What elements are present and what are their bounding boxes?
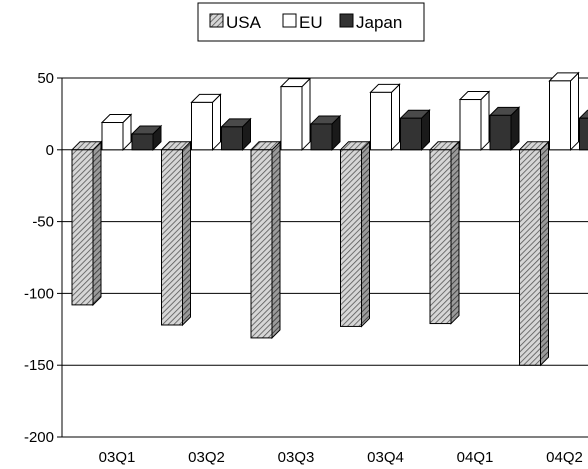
y-tick-label: -100 [24, 285, 54, 302]
y-tick-label: 0 [46, 142, 54, 159]
bar-side-face [182, 140, 191, 327]
bar-front-face [549, 80, 571, 151]
bar-side-face [271, 140, 281, 340]
bar-eu-03Q1 [100, 113, 133, 152]
x-tick-label: 04Q2 [546, 449, 583, 466]
bar-front-face [310, 123, 333, 151]
bar-side-face [570, 71, 579, 152]
bar-side-face [212, 93, 221, 152]
bar-side-face [540, 140, 549, 367]
bar-front-face [519, 149, 541, 366]
bar-eu-03Q2 [190, 93, 222, 152]
bar-front-face [191, 101, 213, 151]
bar-japan-03Q1 [130, 124, 163, 152]
y-tick-label: -150 [24, 357, 54, 374]
bar-front-face [459, 99, 482, 151]
axes [57, 77, 588, 438]
x-tick-label: 04Q1 [457, 449, 494, 466]
y-tick-label: -200 [24, 429, 54, 446]
bar-usa-03Q3 [249, 140, 282, 340]
bar-usa-03Q4 [339, 140, 371, 328]
bar-usa-04Q2 [518, 140, 550, 367]
bar-side-face [301, 77, 311, 152]
bar-eu-03Q3 [279, 77, 312, 152]
bar-side-face [480, 90, 490, 152]
bar-side-face [361, 140, 370, 328]
bar-front-face [489, 114, 512, 151]
legend-label-japan: Japan [356, 13, 402, 32]
bar-side-face [450, 140, 460, 325]
bar-side-face [391, 83, 400, 152]
bar-front-face [161, 149, 183, 326]
legend: USA EU Japan [197, 2, 425, 42]
bar-front-face [221, 126, 243, 151]
bar-top-face [578, 109, 588, 119]
y-tick-label: 50 [37, 70, 54, 87]
bar-front-face [101, 122, 124, 151]
bar-japan-03Q3 [309, 114, 342, 152]
bar-front-face [429, 149, 452, 325]
legend-swatch-usa [209, 13, 224, 28]
bar-front-face [250, 149, 273, 339]
bar-japan-04Q1 [488, 106, 521, 152]
bar-front-face [340, 149, 362, 327]
bar-japan-04Q2 [578, 109, 588, 151]
legend-label-eu: EU [299, 13, 323, 32]
legend-swatch-eu [282, 13, 297, 28]
bar-front-face [579, 117, 588, 151]
bar-front-face [370, 91, 392, 151]
bar-front-face [131, 133, 154, 151]
y-tick-labels: 50 0 -50 -100 -150 -200 [24, 70, 54, 446]
bar-eu-03Q4 [369, 83, 401, 152]
legend-box [197, 2, 425, 42]
x-tick-label: 03Q4 [367, 449, 404, 466]
bar-front-face [280, 86, 303, 151]
bar-usa-04Q1 [428, 140, 461, 325]
x-tick-label: 03Q1 [99, 449, 136, 466]
legend-label-usa: USA [226, 13, 262, 32]
bar-eu-04Q1 [458, 90, 491, 152]
bar-usa-03Q1 [70, 140, 103, 307]
bars [70, 71, 588, 367]
x-tick-labels: 03Q1 03Q2 03Q3 03Q4 04Q1 04Q2 [99, 449, 583, 466]
x-tick-label: 03Q2 [188, 449, 225, 466]
bar-eu-04Q2 [548, 71, 580, 152]
bar-japan-03Q4 [399, 109, 431, 152]
x-tick-label: 03Q3 [278, 449, 315, 466]
bar-japan-03Q2 [220, 117, 252, 152]
bar-front-face [71, 149, 94, 306]
bar-side-face [92, 140, 102, 307]
bar-front-face [400, 117, 422, 151]
legend-swatch-japan [339, 13, 354, 28]
y-tick-label: -50 [32, 214, 54, 231]
bar-usa-03Q2 [160, 140, 192, 327]
